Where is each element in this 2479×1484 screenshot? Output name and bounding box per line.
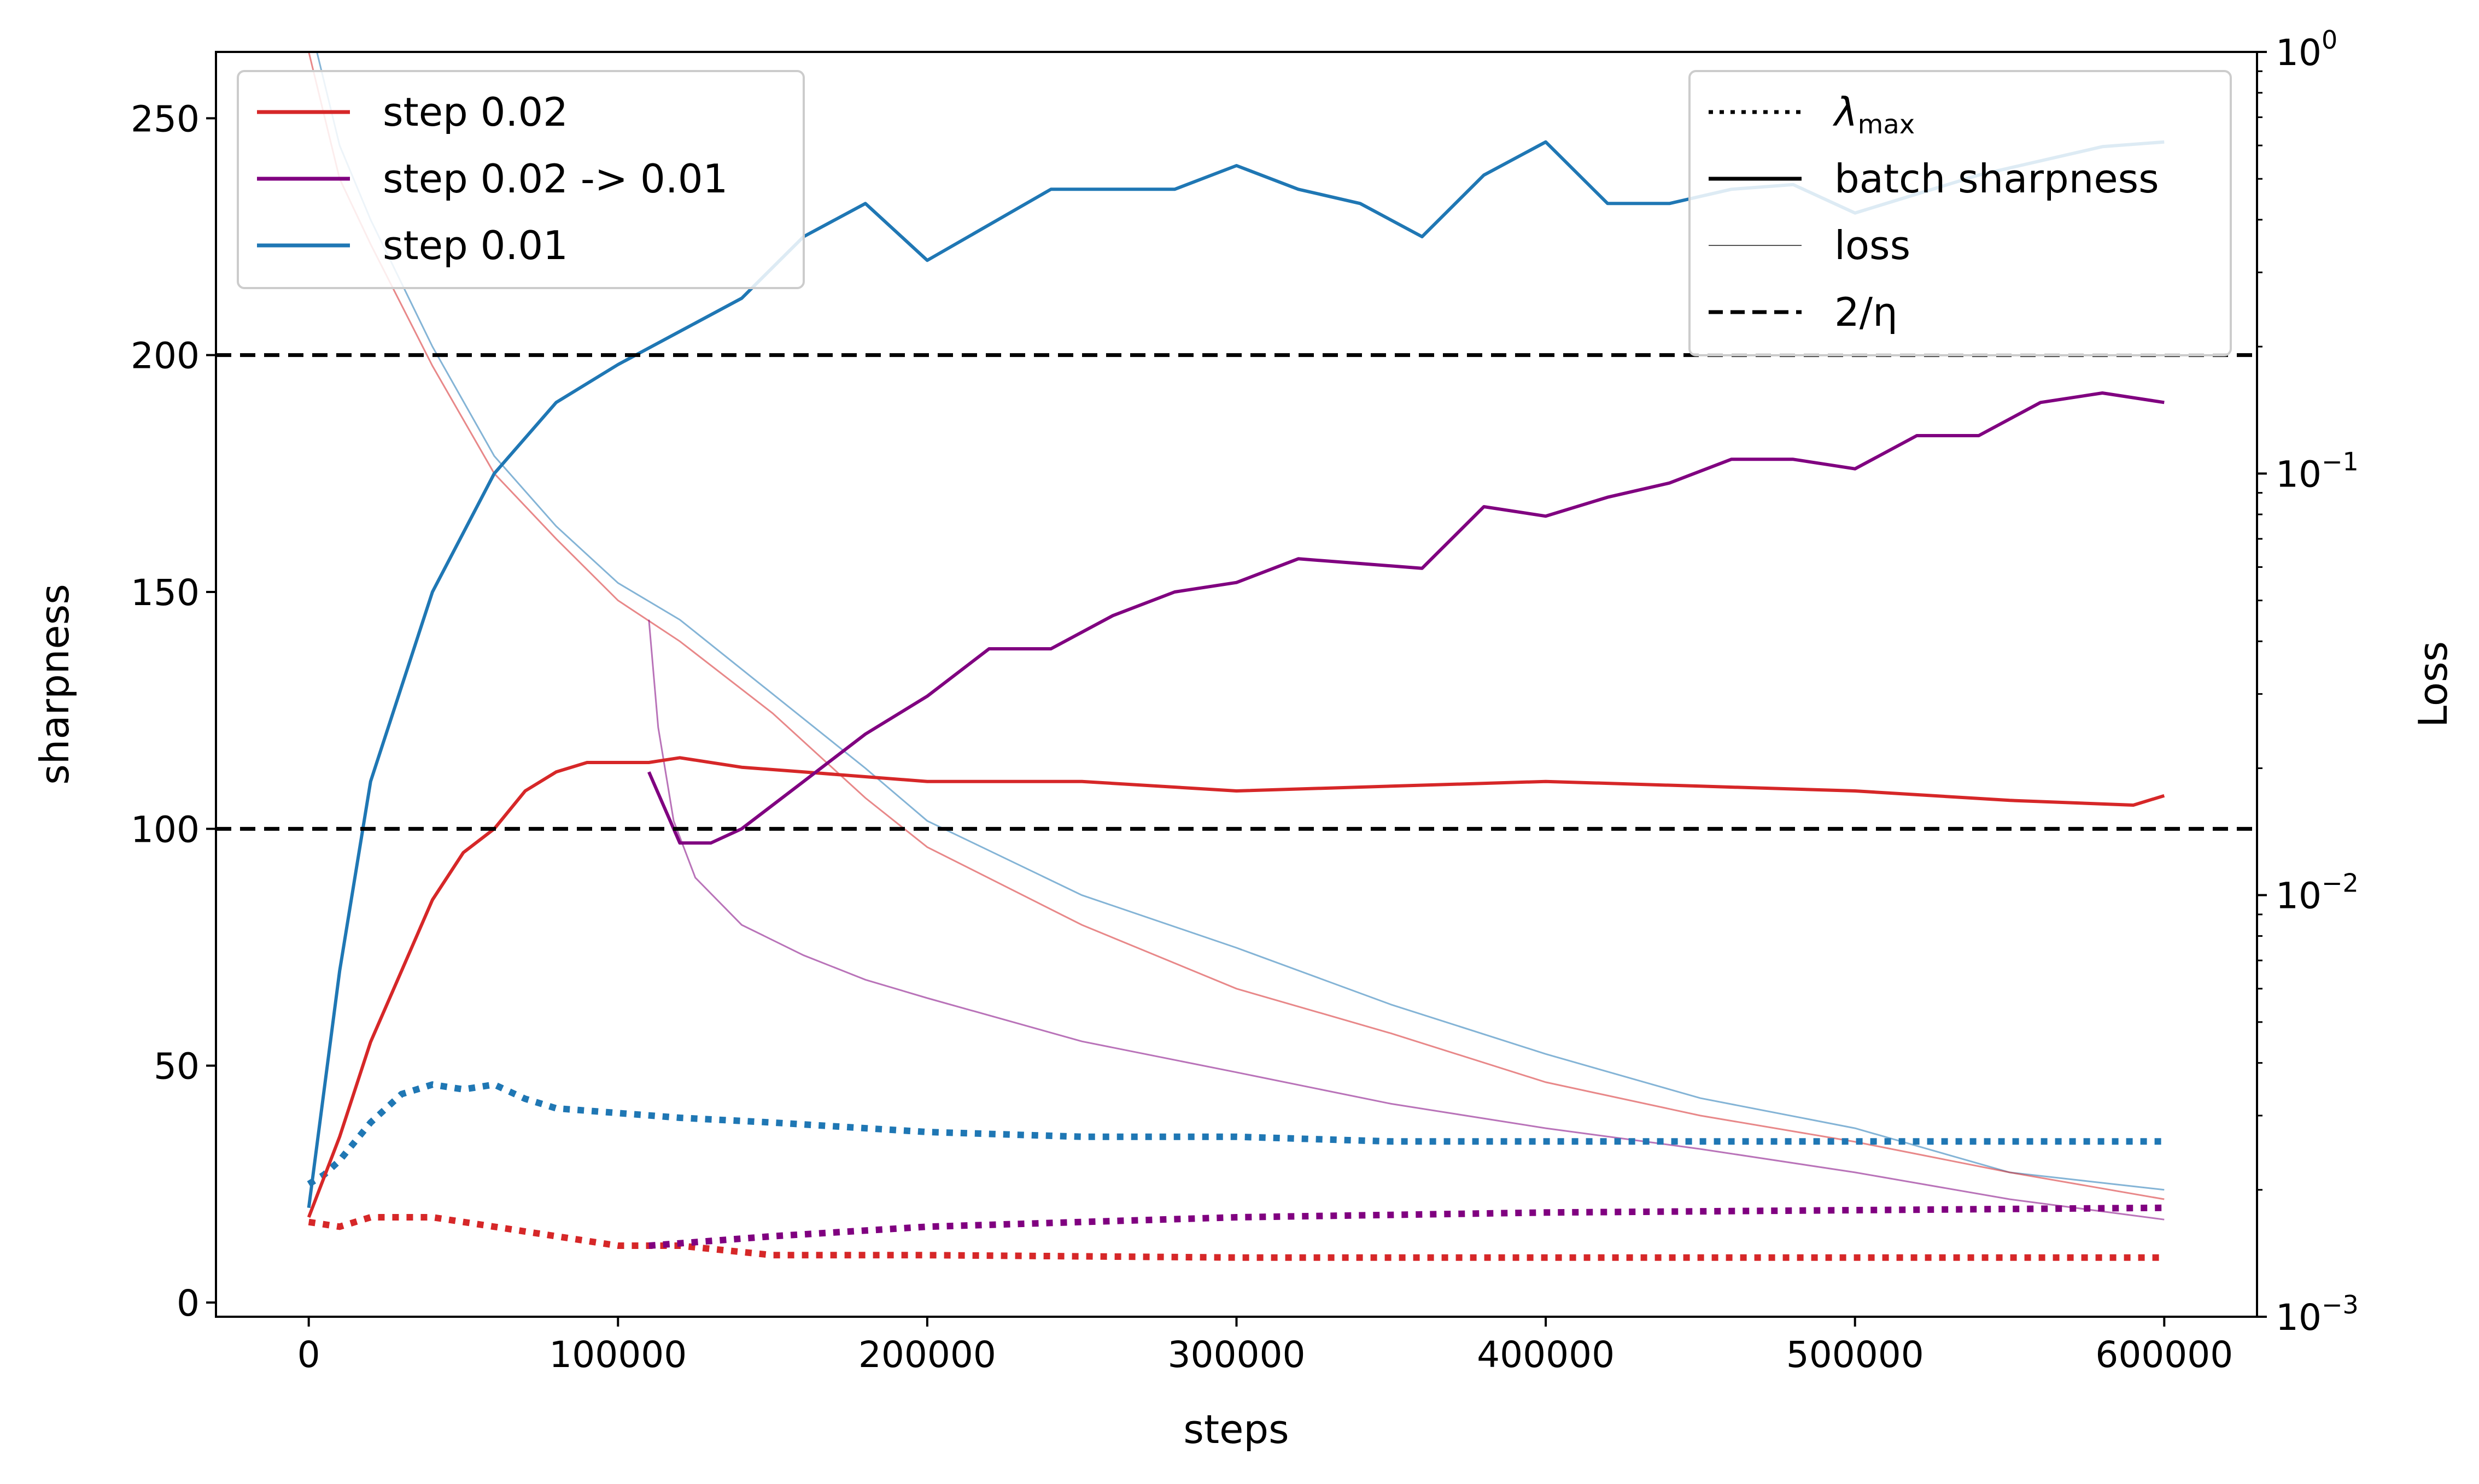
- legend-label-dashed: 2/η: [1834, 289, 1898, 335]
- right-tick-label: 10−1: [2276, 447, 2359, 495]
- legend-label-dotted: λmax: [1832, 89, 1915, 140]
- legend-runs: step 0.02 step 0.02 -> 0.01 step 0.01: [237, 70, 805, 289]
- x-tick-label: 400000: [1477, 1334, 1615, 1376]
- x-tick-label: 600000: [2095, 1334, 2233, 1376]
- right-tick-label: 100: [2276, 25, 2337, 74]
- x-tick-label: 0: [297, 1334, 320, 1376]
- y-tick-label: 100: [131, 808, 200, 850]
- loss-curve-step-0-01: [316, 52, 2165, 1191]
- batch-sharpness-step-0-02-0-01: [647, 391, 2165, 845]
- legend-label-step-0-01: step 0.01: [383, 222, 568, 268]
- axes: 0 100000 200000 300000 400000 500000 600000 0 50…: [131, 25, 2359, 1376]
- x-axis-label: steps: [1183, 1406, 1289, 1452]
- x-tick-label: 500000: [1786, 1334, 1924, 1376]
- right-tick-label: 10−2: [2276, 869, 2359, 917]
- plot-area: [216, 52, 2257, 1261]
- legend-styles-frame: [1688, 70, 2232, 356]
- loss-curve-step-0-02-0-01: [648, 619, 2165, 1221]
- legend-label-thin: loss: [1834, 222, 1910, 268]
- y-tick-label: 150: [131, 572, 200, 614]
- x-tick-label: 300000: [1168, 1334, 1306, 1376]
- legend-label-step-0-02-0-01: step 0.02 -> 0.01: [383, 156, 728, 202]
- y-tick-label: 250: [131, 98, 200, 140]
- right-axis-label: Loss: [2410, 641, 2456, 728]
- y-tick-label: 50: [154, 1046, 200, 1088]
- y-tick-label: 200: [131, 335, 200, 377]
- right-tick-label: 10−3: [2276, 1290, 2359, 1339]
- legend-label-solid: batch sharpness: [1834, 156, 2159, 202]
- lambda-max-step-0-02-0-01: [648, 1204, 2165, 1249]
- batch-sharpness-step-0-02: [307, 756, 2165, 1218]
- loss-curve-step-0-02: [308, 52, 2165, 1200]
- y-axis-label: sharpness: [32, 584, 78, 785]
- x-tick-label: 100000: [549, 1334, 687, 1376]
- legend-label-step-0-02: step 0.02: [383, 89, 568, 135]
- x-tick-label: 200000: [858, 1334, 996, 1376]
- legend-runs-frame: [237, 70, 805, 289]
- lambda-max-step-0-01: [307, 1081, 2165, 1187]
- y-tick-label: 0: [177, 1282, 200, 1324]
- legend-styles: λmax batch sharpness loss 2/η: [1688, 70, 2232, 356]
